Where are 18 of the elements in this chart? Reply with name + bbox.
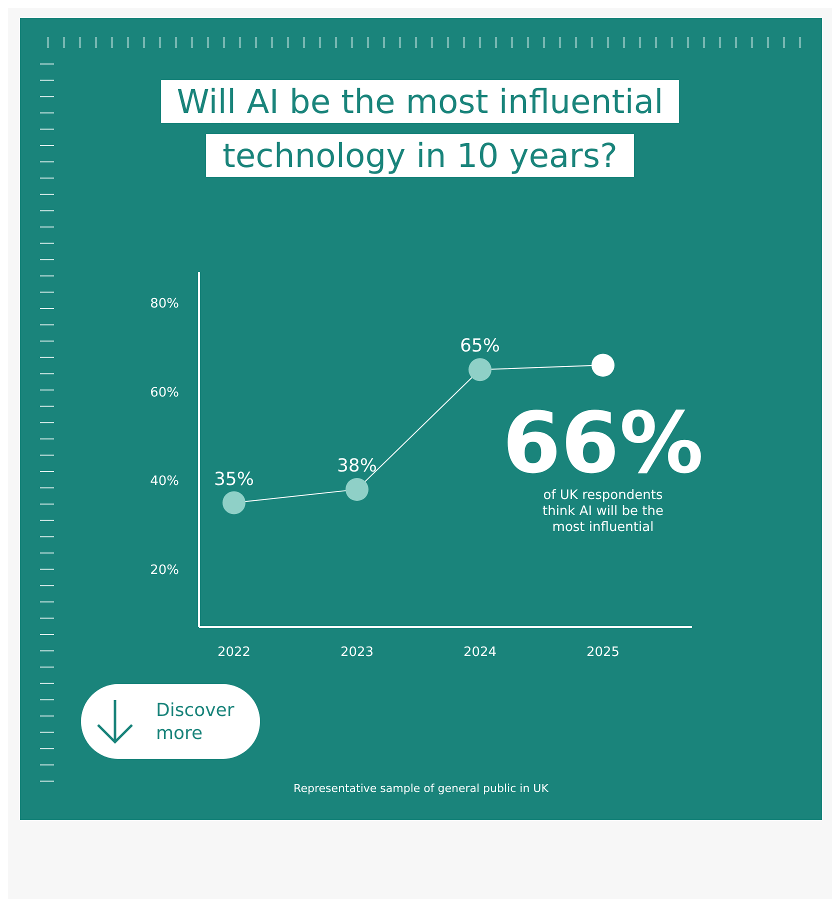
- y-tick-label: 60%: [150, 385, 179, 400]
- point: [222, 491, 246, 514]
- x-tick-label: 2025: [586, 645, 620, 660]
- data-label: 35%: [214, 468, 254, 490]
- y-tick-label: 20%: [150, 562, 179, 578]
- data-label: 38%: [336, 455, 378, 476]
- y-tick-label: 40%: [150, 474, 179, 490]
- text: Representative sample of general public in UK: [292, 782, 550, 795]
- x-tick-label: 2023: [340, 645, 374, 660]
- y-tick-label: 80%: [150, 296, 179, 312]
- point: [346, 478, 368, 501]
- x-tick-label: 2024: [463, 645, 497, 660]
- point: [592, 354, 614, 377]
- point: [468, 358, 492, 382]
- chart-title: Will AI be the most influential technology in 10 years?: [160, 80, 680, 177]
- x-tick-label: 2022: [217, 645, 251, 660]
- data-label: 65%: [460, 336, 500, 357]
- discover-button: Discover more: [81, 684, 260, 759]
